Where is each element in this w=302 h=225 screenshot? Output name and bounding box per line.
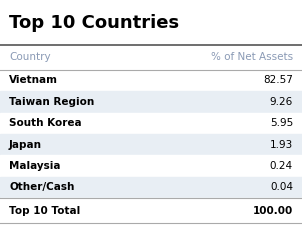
Bar [0, 70, 302, 91]
Bar [0, 112, 302, 134]
Text: Other/Cash: Other/Cash [9, 182, 74, 192]
Text: South Korea: South Korea [9, 118, 82, 128]
Text: 5.95: 5.95 [270, 118, 293, 128]
Bar [0, 91, 302, 112]
Text: 9.26: 9.26 [270, 97, 293, 107]
Text: Top 10 Total: Top 10 Total [9, 207, 80, 216]
Text: 0.04: 0.04 [270, 182, 293, 192]
Text: % of Net Assets: % of Net Assets [211, 52, 293, 62]
Bar [0, 0, 302, 45]
Bar [0, 198, 302, 225]
Text: 100.00: 100.00 [253, 207, 293, 216]
Text: 0.24: 0.24 [270, 161, 293, 171]
Text: Vietnam: Vietnam [9, 75, 58, 86]
Text: Malaysia: Malaysia [9, 161, 61, 171]
Bar [0, 155, 302, 177]
Text: Top 10 Countries: Top 10 Countries [9, 14, 179, 32]
Bar [0, 177, 302, 198]
Bar [0, 45, 302, 70]
Text: Taiwan Region: Taiwan Region [9, 97, 94, 107]
Text: 1.93: 1.93 [270, 140, 293, 150]
Text: Japan: Japan [9, 140, 42, 150]
Bar [0, 134, 302, 155]
Text: 82.57: 82.57 [263, 75, 293, 86]
Text: Country: Country [9, 52, 51, 62]
